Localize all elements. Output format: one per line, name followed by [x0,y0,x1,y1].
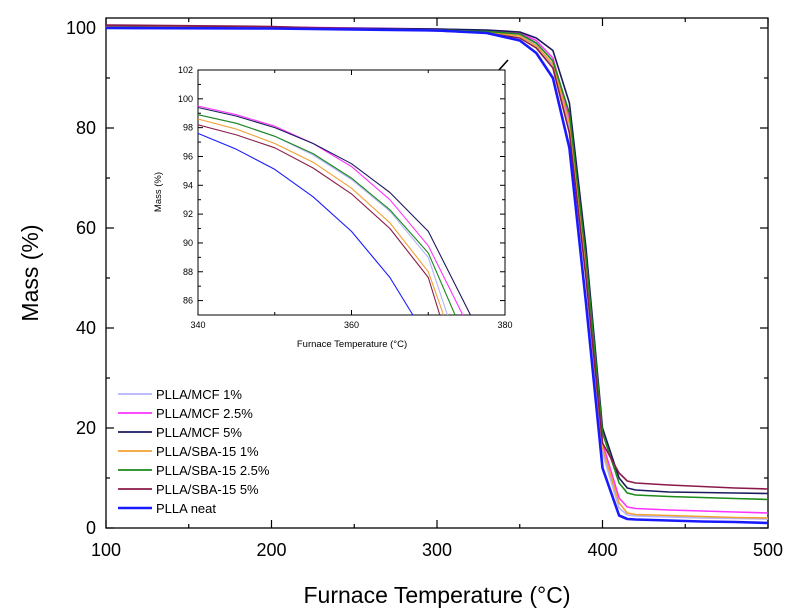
inset-x-tick-label: 360 [344,320,359,330]
x-tick-label: 200 [256,540,286,560]
legend-label: PLLA neat [156,501,216,516]
legend-label: PLLA/MCF 5% [156,425,242,440]
y-tick-label: 100 [66,18,96,38]
inset-series-line-4 [197,114,456,316]
inset-series-line-3 [197,118,445,316]
inset-axis-ticks [197,69,506,315]
inset-x-tick-label: 340 [190,320,205,330]
main-tick-labels: 100 200 300 400 500 0 20 40 60 80 100 [66,18,783,560]
main-axis-ticks [105,18,769,529]
y-tick-label: 80 [76,118,96,138]
inset-y-tick-label: 94 [183,180,193,190]
inset-y-tick-label: 88 [183,267,193,277]
inset-series-line-5 [197,124,441,316]
inset-series-line-2 [197,106,471,316]
legend-label: PLLA/SBA-15 5% [156,482,259,497]
inset-series-line-6 [197,132,414,316]
inset-y-tick-label: 98 [183,123,193,133]
main-series-line-6 [105,26,769,525]
main-series-lines [105,24,769,525]
inset-y-tick-label: 86 [183,296,193,306]
legend-label: PLLA/MCF 1% [156,387,242,402]
y-tick-label: 0 [86,518,96,538]
legend: PLLA/MCF 1% PLLA/MCF 2.5% PLLA/MCF 5% PLLA/… [118,387,270,516]
x-tick-label: 100 [91,540,121,560]
x-tick-label: 300 [422,540,452,560]
inset-y-tick-label: 96 [183,151,193,161]
inset-series-lines [197,105,471,316]
inset-y-tick-label: 90 [183,238,193,248]
inset-y-tick-label: 100 [178,94,193,104]
y-tick-label: 40 [76,318,96,338]
inset-y-tick-label: 92 [183,209,193,219]
x-axis-title: Furnace Temperature (°C) [304,582,571,608]
inset-y-tick-label: 102 [178,65,193,75]
x-tick-label: 500 [753,540,783,560]
legend-label: PLLA/MCF 2.5% [156,406,253,421]
y-tick-label: 20 [76,418,96,438]
inset-frame [197,69,506,316]
inset-x-tick-label: 380 [497,320,512,330]
inset-x-axis-title: Furnace Temperature (°C) [297,339,407,350]
inset-tick-labels: 340 360 380 86 88 90 92 94 96 98 100 102 [178,65,513,330]
y-tick-label: 60 [76,218,96,238]
inset-y-axis-title: Mass (%) [153,172,164,212]
y-axis-title: Mass (%) [17,224,43,321]
legend-label: PLLA/SBA-15 1% [156,444,259,459]
legend-label: PLLA/SBA-15 2.5% [156,463,270,478]
inset-series-line-1 [197,105,464,316]
x-tick-label: 400 [587,540,617,560]
main-series-line-2 [105,25,769,495]
